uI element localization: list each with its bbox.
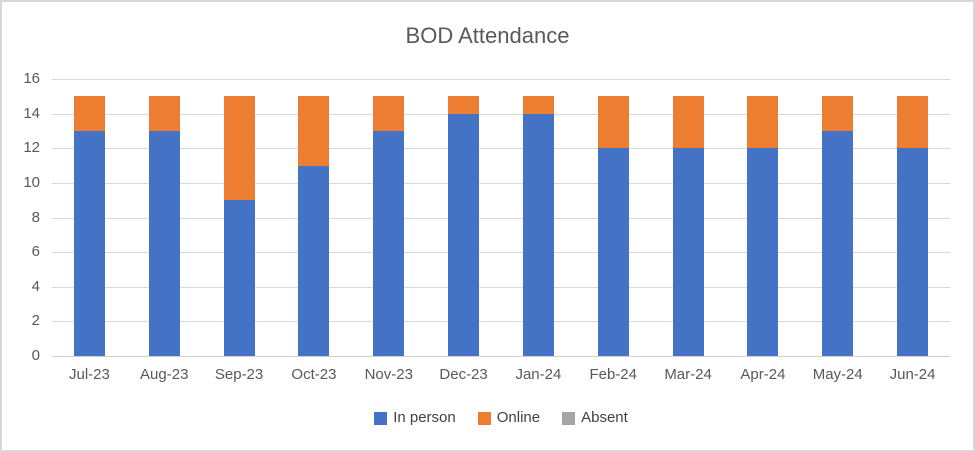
bar-segment-Apr-24-in-person xyxy=(747,148,779,356)
bar-segment-Nov-23-in-person xyxy=(373,130,405,356)
legend-label: Absent xyxy=(581,409,628,426)
bar-segment-Jun-24-in-person xyxy=(897,148,929,356)
bar-segment-May-24-online xyxy=(822,96,854,131)
x-tick-label-Apr-24: Apr-24 xyxy=(740,366,786,383)
bar-segment-Aug-23-online xyxy=(148,96,180,131)
bar-segment-Jul-23-in-person xyxy=(73,130,105,356)
bar-segment-Dec-23-in-person xyxy=(448,113,480,356)
x-tick-label-Dec-23: Dec-23 xyxy=(439,366,488,383)
y-axis-labels: 0 2 4 6 8 10 12 14 16 xyxy=(2,70,40,364)
legend-item-online: Online xyxy=(477,409,541,427)
x-tick-label-Jan-24: Jan-24 xyxy=(515,366,562,383)
bar-column-May-24 xyxy=(822,79,854,356)
x-tick-label-Mar-24: Mar-24 xyxy=(664,366,712,383)
gridline-2 xyxy=(52,321,950,323)
x-tick-label-Feb-24: Feb-24 xyxy=(589,366,637,383)
bar-segment-Feb-24-online xyxy=(597,96,629,149)
x-tick-label-Sep-23: Sep-23 xyxy=(214,366,264,383)
legend-marker-icon xyxy=(374,411,388,425)
bar-column-Feb-24 xyxy=(597,79,629,356)
legend-label: In person xyxy=(393,409,456,426)
x-tick-label-Jul-23: Jul-23 xyxy=(68,366,110,383)
gridline-12 xyxy=(52,148,950,150)
y-tick-label-0: 0 xyxy=(31,347,40,364)
gridline-10 xyxy=(52,182,950,184)
gridline-8 xyxy=(52,217,950,219)
bar-column-Jun-24 xyxy=(897,79,929,356)
gridline-16 xyxy=(52,79,950,80)
legend-marker-icon xyxy=(562,411,576,425)
y-tick-label-12: 12 xyxy=(23,139,40,157)
bar-segment-May-24-in-person xyxy=(822,130,854,356)
bar-segment-Sep-23-online xyxy=(223,96,255,201)
x-tick-label-Nov-23: Nov-23 xyxy=(364,366,413,383)
x-tick-label-Oct-23: Oct-23 xyxy=(291,366,337,383)
bar-segment-Apr-24-online xyxy=(747,96,779,149)
bar-segment-Feb-24-in-person xyxy=(597,148,629,356)
gridline-4 xyxy=(52,286,950,288)
bar-column-Sep-23 xyxy=(223,79,255,356)
bar-segment-Sep-23-in-person xyxy=(223,200,255,356)
bar-segment-Dec-23-online xyxy=(448,96,480,114)
bar-segment-Oct-23-in-person xyxy=(298,165,330,356)
bar-segment-Jun-24-online xyxy=(897,96,929,149)
legend-marker-icon xyxy=(477,411,491,425)
bar-column-Aug-23 xyxy=(148,79,180,356)
legend: In person Online Absent xyxy=(52,409,950,427)
bar-column-Jan-24 xyxy=(522,79,554,356)
bar-segment-Jan-24-online xyxy=(522,96,554,114)
gridline-14 xyxy=(52,113,950,115)
legend-item-absent: Absent xyxy=(562,409,628,427)
chart-title: BOD Attendance xyxy=(405,23,570,48)
bar-segment-Oct-23-online xyxy=(298,96,330,166)
bar-column-Apr-24 xyxy=(747,79,779,356)
bar-column-Dec-23 xyxy=(448,79,480,356)
plot-area xyxy=(52,79,950,357)
legend-item-in-person: In person xyxy=(374,409,456,427)
y-tick-label-8: 8 xyxy=(31,208,40,226)
y-tick-label-16: 16 xyxy=(23,70,40,87)
bar-segment-Mar-24-in-person xyxy=(672,148,704,356)
y-tick-label-6: 6 xyxy=(31,243,40,261)
x-tick-label-Jun-24: Jun-24 xyxy=(889,366,936,383)
bar-segment-Mar-24-online xyxy=(672,96,704,149)
bar-segment-Jul-23-online xyxy=(73,96,105,131)
bar-segment-Aug-23-in-person xyxy=(148,130,180,356)
bar-column-Nov-23 xyxy=(373,79,405,356)
bar-column-Jul-23 xyxy=(73,79,105,356)
bar-segment-Jan-24-in-person xyxy=(522,113,554,356)
y-tick-label-14: 14 xyxy=(23,104,40,122)
bar-segment-Nov-23-online xyxy=(373,96,405,131)
y-tick-label-2: 2 xyxy=(31,312,40,330)
bar-column-Oct-23 xyxy=(298,79,330,356)
legend-label: Online xyxy=(496,409,541,426)
gridline-6 xyxy=(52,252,950,254)
y-tick-label-4: 4 xyxy=(31,277,40,295)
x-tick-label-Aug-23: Aug-23 xyxy=(140,366,189,383)
bar-column-Mar-24 xyxy=(672,79,704,356)
x-axis-labels: Jul-23 Aug-23 Sep-23 Oct-23 Nov-23 Dec-23 Jan-… xyxy=(52,365,950,387)
x-tick-label-May-24: May-24 xyxy=(812,366,863,383)
gridline-0 xyxy=(52,356,950,357)
y-tick-label-10: 10 xyxy=(23,173,40,191)
